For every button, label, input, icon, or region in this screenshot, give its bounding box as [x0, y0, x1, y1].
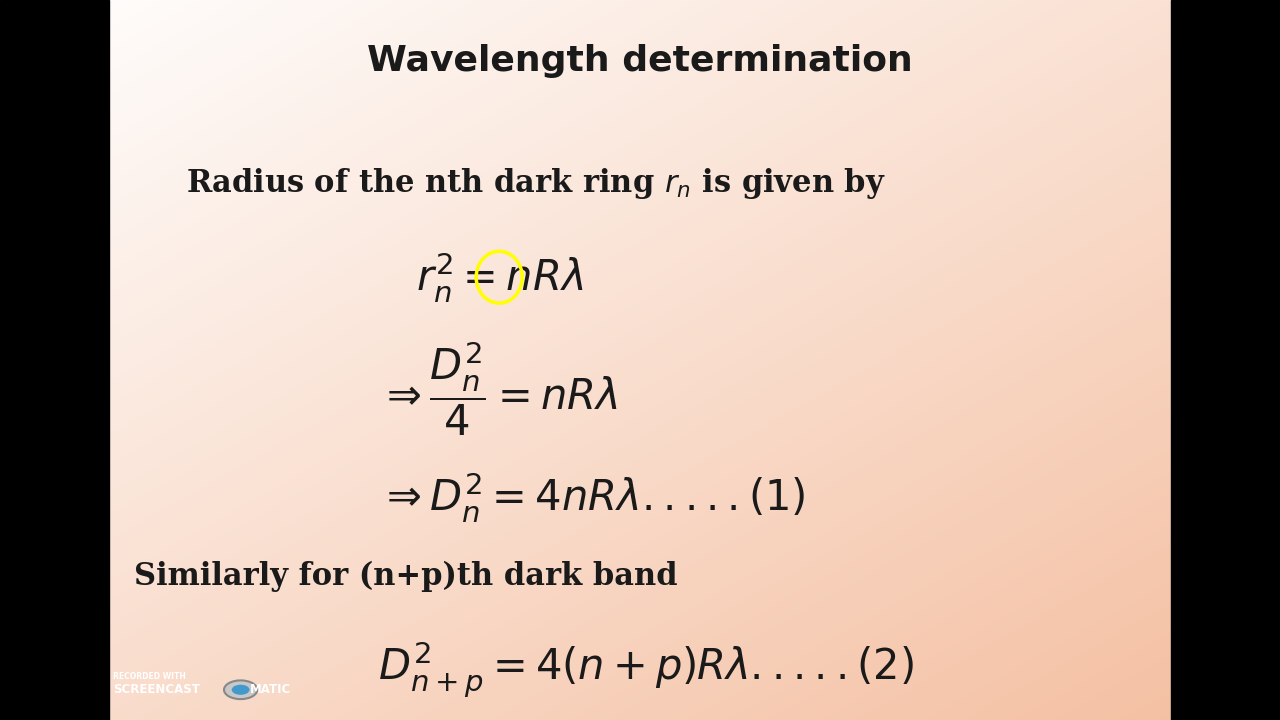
Bar: [1171, 0, 1280, 720]
Text: $D_{n+p}^2 = 4(n+p)R\lambda.....(2)$: $D_{n+p}^2 = 4(n+p)R\lambda.....(2)$: [378, 640, 914, 699]
Circle shape: [232, 685, 250, 695]
Text: $r_n^2 = nR\lambda$: $r_n^2 = nR\lambda$: [416, 250, 584, 304]
Text: SCREENCAST: SCREENCAST: [113, 683, 200, 696]
Text: $\Rightarrow D_n^2 = 4nR\lambda.....(1)$: $\Rightarrow D_n^2 = 4nR\lambda.....(1)$: [378, 470, 805, 524]
Text: RECORDED WITH: RECORDED WITH: [113, 672, 186, 681]
Bar: [0, 0, 109, 720]
Circle shape: [224, 680, 257, 699]
Text: Radius of the nth dark ring $r_n$ is given by: Radius of the nth dark ring $r_n$ is giv…: [186, 166, 886, 201]
Text: Wavelength determination: Wavelength determination: [367, 44, 913, 78]
Text: Similarly for (n+p)th dark band: Similarly for (n+p)th dark band: [134, 560, 678, 592]
Text: $\Rightarrow \dfrac{D_n^2}{4} = nR\lambda$: $\Rightarrow \dfrac{D_n^2}{4} = nR\lambd…: [378, 340, 617, 438]
Text: MATIC: MATIC: [250, 683, 291, 696]
